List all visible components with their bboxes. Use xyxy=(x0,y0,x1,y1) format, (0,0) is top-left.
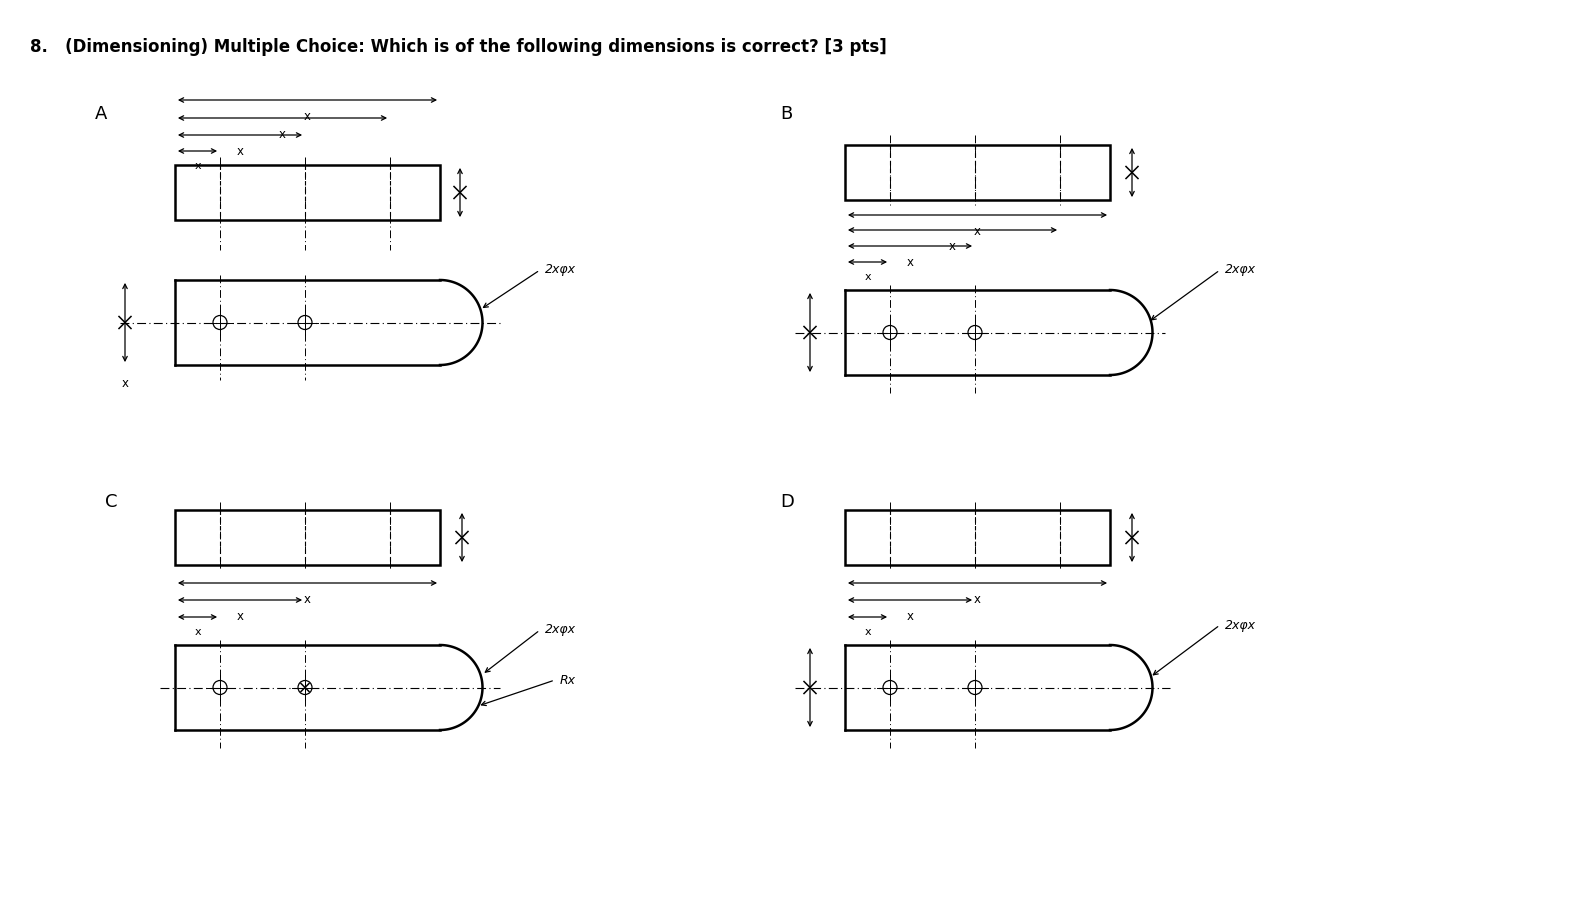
Text: A: A xyxy=(95,105,108,123)
Text: x: x xyxy=(237,610,243,623)
Text: x: x xyxy=(864,272,871,282)
Text: x: x xyxy=(194,161,200,171)
Text: Rx: Rx xyxy=(559,674,575,686)
Bar xyxy=(845,145,1111,200)
Text: 2xφx: 2xφx xyxy=(1225,618,1255,632)
Text: 2xφx: 2xφx xyxy=(545,624,575,636)
Text: x: x xyxy=(121,377,129,390)
Text: x: x xyxy=(974,593,980,606)
Text: x: x xyxy=(949,240,957,253)
Text: 2xφx: 2xφx xyxy=(1225,264,1255,276)
Text: x: x xyxy=(864,627,871,637)
Text: x: x xyxy=(280,128,286,141)
Text: 2xφx: 2xφx xyxy=(545,264,575,276)
Text: x: x xyxy=(303,110,311,123)
Text: x: x xyxy=(194,627,200,637)
Text: x: x xyxy=(303,593,311,606)
Text: 8.   (Dimensioning) Multiple Choice: Which is of the following dimensions is cor: 8. (Dimensioning) Multiple Choice: Which… xyxy=(30,38,887,56)
Bar xyxy=(175,165,440,220)
Text: x: x xyxy=(906,256,914,269)
Text: B: B xyxy=(780,105,793,123)
Bar xyxy=(845,510,1111,565)
Text: x: x xyxy=(974,225,980,238)
Bar xyxy=(175,510,440,565)
Text: D: D xyxy=(780,493,794,511)
Text: x: x xyxy=(906,610,914,623)
Text: x: x xyxy=(237,145,243,158)
Text: C: C xyxy=(105,493,118,511)
